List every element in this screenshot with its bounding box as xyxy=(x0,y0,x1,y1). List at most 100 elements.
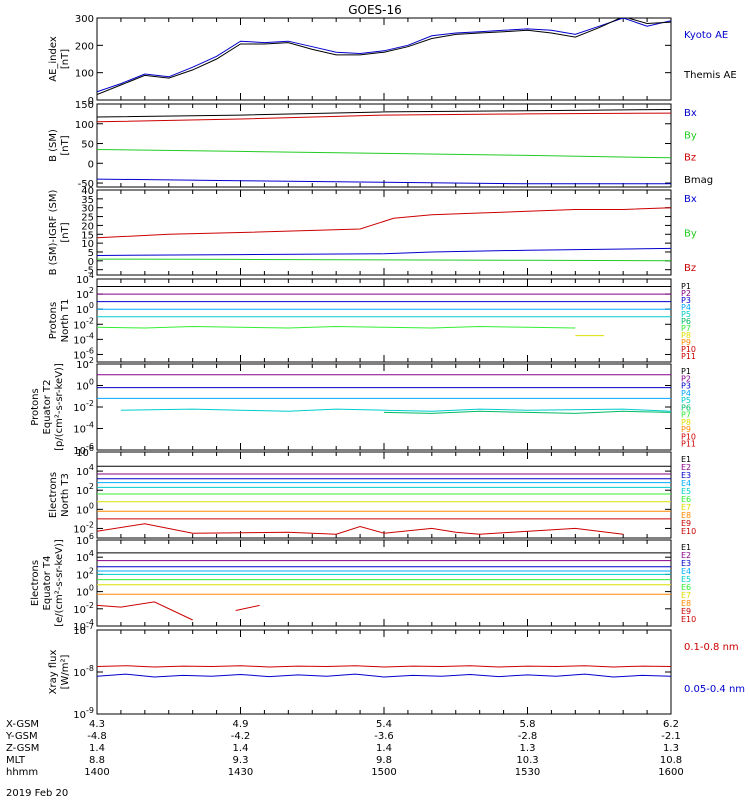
series-line-Bx xyxy=(97,247,671,256)
y-tick-label: 100 xyxy=(76,584,94,599)
legend-entry: P2 xyxy=(681,289,691,298)
y-tick-label: 30 xyxy=(81,204,94,215)
footer-row-value: 10.8 xyxy=(660,755,682,766)
legend-entry: E1 xyxy=(681,543,691,552)
legend-entry: Themis AE xyxy=(683,70,737,81)
legend-entry: Bx xyxy=(684,194,697,205)
panel-frame xyxy=(96,629,672,715)
footer-row-value: 1.3 xyxy=(663,743,679,754)
footer-row-value: 10.3 xyxy=(516,755,538,766)
y-tick-label: 100 xyxy=(75,69,94,80)
series-line-P6 xyxy=(97,325,576,329)
y-axis-label: AE_index xyxy=(48,36,59,82)
legend-entry: E7 xyxy=(681,503,691,512)
footer-row-value: -4.2 xyxy=(231,731,251,742)
panels: 0 100 200 300 AE_index [nT] Kyoto AE Themis AE -… xyxy=(30,14,745,721)
y-axis-label: [p/(cm²-s-sr-keV)] xyxy=(54,363,65,451)
y-axis-label: Xray flux xyxy=(48,650,59,695)
footer-row-value: -2.1 xyxy=(661,731,681,742)
legend-entry: Bx xyxy=(684,108,697,119)
footer-row-value: 4.3 xyxy=(89,719,105,730)
y-tick-label: 104 xyxy=(76,463,94,478)
legend-entry: P7 xyxy=(681,411,691,420)
legend-entry: E3 xyxy=(681,559,691,568)
panel-frame xyxy=(96,278,672,363)
series-line-By xyxy=(97,149,671,159)
y-tick-label: 20 xyxy=(81,221,94,232)
panel-frame xyxy=(96,189,672,276)
legend-entry: P8 xyxy=(681,418,691,427)
legend-entry: P6 xyxy=(681,317,691,326)
series-line-P6 xyxy=(383,410,671,414)
footer-row-value: 6.2 xyxy=(663,719,679,730)
panel-ae: 0 100 200 300 AE_index [nT] Kyoto AE Themis AE xyxy=(48,14,737,107)
y-tick-label: 10-2 xyxy=(73,316,94,331)
series-group xyxy=(97,18,671,95)
y-axis-label: Equator T4 xyxy=(42,556,53,611)
legend-entry: P3 xyxy=(681,296,691,305)
footer-date: 2019 Feb 20 xyxy=(6,788,68,799)
y-tick-label: -50 xyxy=(78,179,94,190)
footer-row-value: 5.8 xyxy=(520,719,536,730)
legend-entry: By xyxy=(684,229,697,240)
legend-entry: P1 xyxy=(681,367,691,376)
legend-entry: Bz xyxy=(684,153,696,164)
legend-entry: E3 xyxy=(681,471,691,480)
legend-entry: Kyoto AE xyxy=(684,30,728,41)
legend-entry: 0.1-0.8 nm xyxy=(684,642,739,653)
series-line-0-05-0-4-nm xyxy=(97,673,671,678)
time-axis-footer: 2019 Feb 20 X-GSM 4.3 4.9 5.4 5.8 6.2 Y-GSM -4.… xyxy=(5,719,684,799)
legend-entry: 0.05-0.4 nm xyxy=(684,684,745,695)
y-axis-label: B (SM)-IGRF (SM) xyxy=(48,190,59,276)
y-tick-label: 10-2 xyxy=(73,399,94,414)
panel-bsm: -50 0 50 100 150 B (SM) [nT] Bx By Bz Bmag xyxy=(48,100,713,190)
y-tick-label: 10-2 xyxy=(73,601,94,616)
series-line-Bx xyxy=(97,178,671,185)
y-tick-label: 104 xyxy=(76,549,94,564)
y-axis-label: B (SM) xyxy=(48,129,59,162)
series-line-Themis-AE xyxy=(97,18,671,95)
legend-entry: P6 xyxy=(681,403,691,412)
y-tick-label: 10-8 xyxy=(73,664,94,679)
plot-title: GOES-16 xyxy=(348,3,402,17)
footer-row-value: 8.8 xyxy=(89,755,105,766)
footer-row-label: Z-GSM xyxy=(6,743,39,754)
footer-row-label: Y-GSM xyxy=(5,731,38,742)
series-group xyxy=(97,665,671,678)
series-line-E10 xyxy=(235,604,260,611)
y-axis-label: [e/(cm²-s-sr-keV)] xyxy=(54,539,65,627)
y-tick-label: 25 xyxy=(81,213,94,224)
y-axis-label: Electrons xyxy=(30,560,41,606)
panel-frame xyxy=(96,17,672,101)
footer-row-label: X-GSM xyxy=(6,719,39,730)
series-group xyxy=(97,207,671,262)
y-tick-label: 40 xyxy=(81,186,94,197)
legend-entry: E4 xyxy=(681,567,691,576)
series-line-Bz xyxy=(97,207,671,239)
series-group xyxy=(97,465,671,535)
legend-entry: E6 xyxy=(681,495,691,504)
footer-row-value: 5.4 xyxy=(376,719,392,730)
y-tick-label: 10-4 xyxy=(73,331,94,346)
footer-row-value: 1600 xyxy=(658,767,683,778)
y-tick-label: 100 xyxy=(76,378,94,393)
legend-entry: E10 xyxy=(681,527,696,536)
y-tick-label: 150 xyxy=(75,100,94,111)
footer-row-value: 1.3 xyxy=(520,743,536,754)
series-group xyxy=(97,552,671,621)
legend-entry: P10 xyxy=(681,432,696,441)
panel-frame xyxy=(96,451,672,539)
y-tick-label: 0 xyxy=(88,257,94,268)
y-tick-label: 300 xyxy=(75,14,94,25)
legend-entry: E2 xyxy=(681,551,691,560)
y-axis-label: [nT] xyxy=(60,49,71,69)
y-tick-label: 15 xyxy=(81,230,94,241)
y-tick-label: 200 xyxy=(75,41,94,52)
y-axis-label: North T3 xyxy=(60,473,71,517)
y-tick-label: 102 xyxy=(76,286,94,301)
series-line-Bz xyxy=(97,112,671,123)
legend-entry: E10 xyxy=(681,615,696,624)
